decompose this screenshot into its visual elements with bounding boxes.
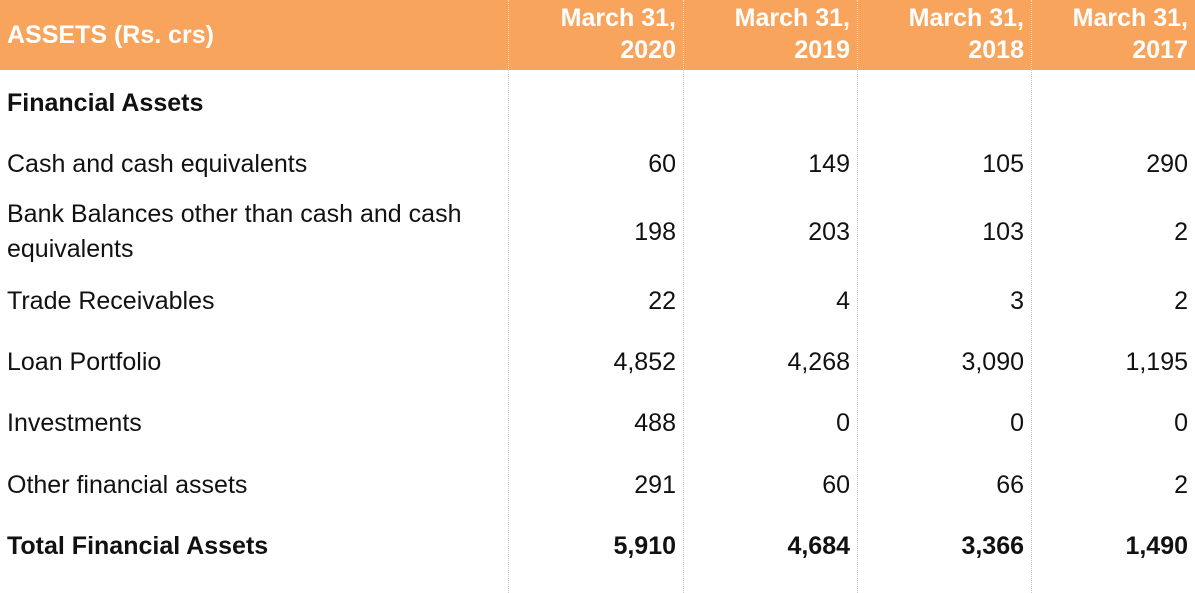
value-2020: 22 xyxy=(648,286,676,315)
total-2020: 5,910 xyxy=(613,531,676,560)
row-label: Investments xyxy=(7,408,142,437)
value-2017: 290 xyxy=(1146,149,1188,178)
row-label: Loan Portfolio xyxy=(7,347,162,376)
value-2017: 0 xyxy=(1174,408,1188,437)
row-label: Financial Assets xyxy=(7,88,204,117)
value-2019: 203 xyxy=(808,217,850,246)
column-divider xyxy=(857,70,858,593)
table-row: Investments 488 0 0 0 xyxy=(0,392,1195,454)
table-row: Cash and cash equivalents 60 149 105 290 xyxy=(0,134,1195,194)
value-2020: 488 xyxy=(634,408,676,437)
row-label: Other financial assets xyxy=(7,470,248,499)
value-2019: 0 xyxy=(836,408,850,437)
value-2018: 103 xyxy=(982,217,1024,246)
table-row: Loan Portfolio 4,852 4,268 3,090 1,195 xyxy=(0,332,1195,392)
total-row: Total Financial Assets 5,910 4,684 3,366… xyxy=(0,516,1195,576)
header-label: ASSETS (Rs. crs) xyxy=(7,20,215,49)
row-label: Cash and cash equivalents xyxy=(7,149,308,178)
row-label: Total Financial Assets xyxy=(7,531,269,560)
column-divider xyxy=(508,70,509,593)
header-year-2017: March 31, 2017 xyxy=(1031,0,1195,70)
column-divider xyxy=(683,70,684,593)
table-header: ASSETS (Rs. crs) March 31, 2020 March 31… xyxy=(0,0,1195,70)
value-2017: 2 xyxy=(1174,286,1188,315)
value-2018: 3 xyxy=(1010,286,1024,315)
total-2017: 1,490 xyxy=(1125,531,1188,560)
table-row: Trade Receivables 22 4 3 2 xyxy=(0,270,1195,332)
table-row: Bank Balances other than cash and cash e… xyxy=(0,194,1195,270)
row-label: Bank Balances other than cash and cash e… xyxy=(7,200,462,263)
value-2017: 2 xyxy=(1174,217,1188,246)
value-2020: 60 xyxy=(648,149,676,178)
value-2019: 149 xyxy=(808,149,850,178)
value-2020: 198 xyxy=(634,217,676,246)
value-2018: 3,090 xyxy=(961,347,1024,376)
value-2018: 105 xyxy=(982,149,1024,178)
header-year-2018: March 31, 2018 xyxy=(857,0,1031,70)
value-2020: 291 xyxy=(634,470,676,499)
value-2018: 66 xyxy=(996,470,1024,499)
total-2018: 3,366 xyxy=(961,531,1024,560)
value-2017: 1,195 xyxy=(1125,347,1188,376)
header-year-2019: March 31, 2019 xyxy=(683,0,857,70)
header-year-2020: March 31, 2020 xyxy=(508,0,683,70)
column-divider xyxy=(1031,70,1032,593)
value-2020: 4,852 xyxy=(613,347,676,376)
total-2019: 4,684 xyxy=(787,531,850,560)
section-heading-row: Financial Assets xyxy=(0,72,1195,134)
value-2019: 60 xyxy=(822,470,850,499)
value-2019: 4,268 xyxy=(787,347,850,376)
value-2019: 4 xyxy=(836,286,850,315)
row-label: Trade Receivables xyxy=(7,286,215,315)
table-row: Other financial assets 291 60 66 2 xyxy=(0,454,1195,516)
value-2017: 2 xyxy=(1174,470,1188,499)
value-2018: 0 xyxy=(1010,408,1024,437)
